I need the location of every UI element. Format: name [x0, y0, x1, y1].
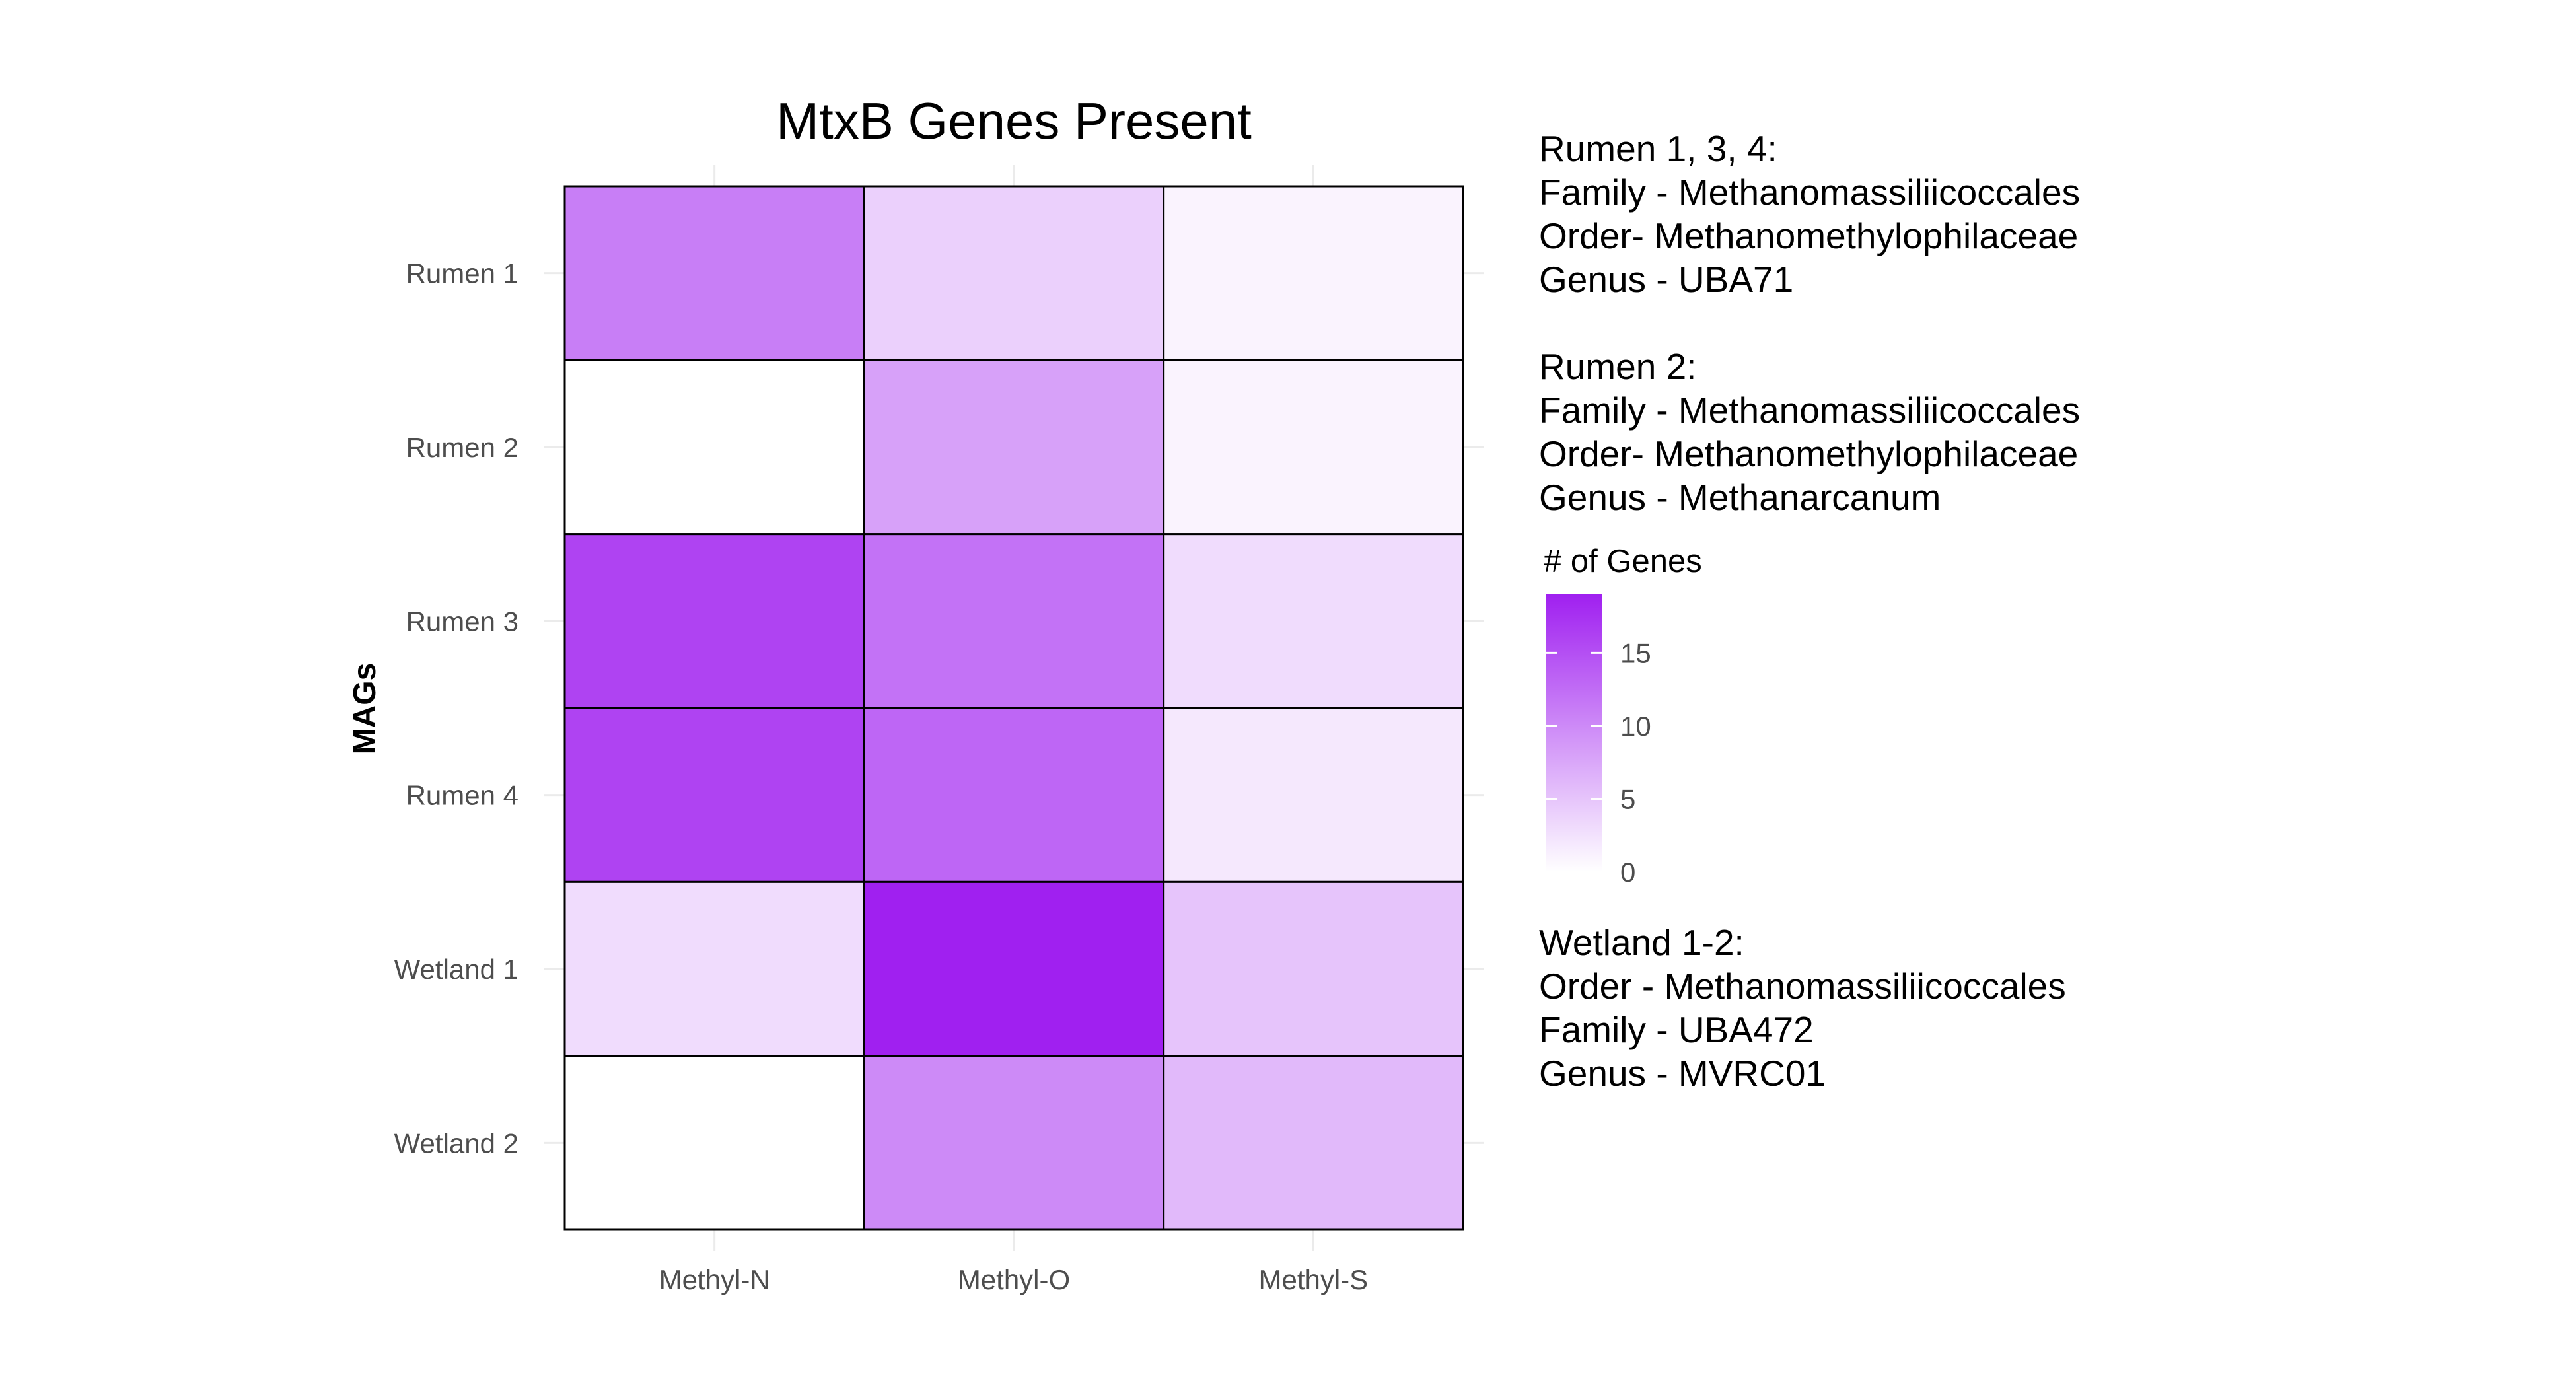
heatmap-cell: [863, 707, 1165, 883]
legend-title: # of Genes: [1544, 544, 1702, 579]
heatmap-cell: [563, 359, 865, 536]
annotation-rumen-2: Rumen 2: Family - Methanomassiliicoccale…: [1539, 345, 2332, 519]
y-axis-label: MAGs: [347, 663, 382, 755]
heatmap-cell: [863, 533, 1165, 709]
heatmap-cell: [863, 359, 1165, 536]
heatmap-cell: [1163, 359, 1464, 536]
legend-tick-label: 10: [1620, 711, 1651, 742]
heatmap-cell: [1163, 707, 1464, 883]
heatmap-cell: [1163, 185, 1464, 361]
chart-title: MtxB Genes Present: [776, 92, 1252, 150]
axes: Rumen 1 Rumen 2 Rumen 3 Rumen 4 Wetland 1 Wet…: [394, 258, 1369, 1295]
taxonomy-annotations: Rumen 1, 3, 4: Family - Methanomassiliic…: [1539, 127, 2332, 1095]
annotation-rumen-1-3-4: Rumen 1, 3, 4: Family - Methanomassiliic…: [1539, 127, 2332, 301]
legend-tick-label: 15: [1620, 637, 1651, 668]
heatmap-cell: [563, 533, 865, 709]
annotation-line: Rumen 1, 3, 4:: [1539, 128, 1777, 169]
heatmap-cell: [563, 185, 865, 361]
annotation-line: Family - Methanomassiliicoccales: [1539, 172, 2081, 213]
legend-colorbar: [1546, 594, 1602, 872]
heatmap-cell: [1163, 1055, 1464, 1231]
y-tick-label: Rumen 4: [406, 780, 519, 811]
heatmap-cells: [563, 185, 1464, 1231]
x-tick-label: Methyl-S: [1258, 1264, 1368, 1295]
legend-tick-label: 5: [1620, 783, 1635, 814]
annotation-line: Wetland 1-2:: [1539, 922, 1744, 963]
annotation-line: Genus - UBA71: [1539, 259, 1794, 300]
heatmap-cell: [563, 1055, 865, 1231]
annotation-line: Family - UBA472: [1539, 1009, 1814, 1050]
y-tick-label: Rumen 1: [406, 258, 519, 289]
heatmap-cell: [863, 880, 1165, 1057]
heatmap-cell: [863, 1055, 1165, 1231]
heatmap-cell: [1163, 880, 1464, 1057]
heatmap-cell: [563, 707, 865, 883]
y-tick-label: Rumen 2: [406, 432, 519, 463]
legend: # of Genes 15 10 5 0: [1544, 544, 1702, 888]
y-tick-label: Wetland 1: [394, 954, 519, 985]
annotation-line: Genus - MVRC01: [1539, 1053, 1826, 1094]
annotation-line: Rumen 2:: [1539, 346, 1697, 387]
heatmap-cell: [1163, 533, 1464, 709]
annotation-line: Genus - Methanarcanum: [1539, 477, 1941, 518]
heatmap-cell: [563, 880, 865, 1057]
legend-tick-label: 0: [1620, 857, 1635, 888]
heatmap-cell: [863, 185, 1165, 361]
annotation-line: Order- Methanomethylophilaceae: [1539, 433, 2079, 474]
y-tick-label: Wetland 2: [394, 1127, 519, 1158]
annotation-wetland: Wetland 1-2: Order - Methanomassiliicocc…: [1539, 921, 2332, 1095]
y-tick-label: Rumen 3: [406, 606, 519, 637]
annotation-line: Family - Methanomassiliicoccales: [1539, 390, 2081, 431]
x-tick-label: Methyl-O: [958, 1264, 1070, 1295]
annotation-line: Order- Methanomethylophilaceae: [1539, 215, 2079, 256]
x-tick-label: Methyl-N: [659, 1264, 770, 1295]
annotation-line: Order - Methanomassiliicoccales: [1539, 966, 2066, 1007]
